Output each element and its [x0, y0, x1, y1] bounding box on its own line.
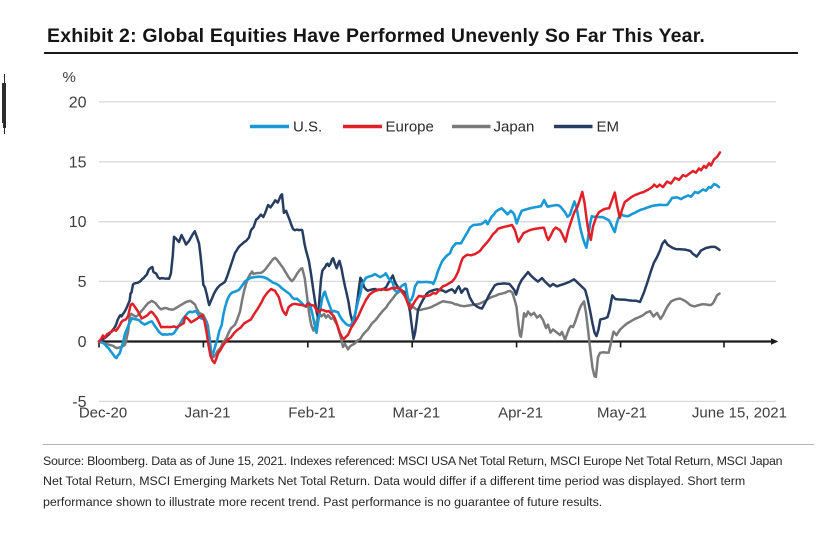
svg-text:U.S.: U.S.	[293, 119, 322, 136]
svg-text:0: 0	[78, 334, 87, 351]
svg-text:%: %	[63, 69, 76, 86]
svg-text:Jan-21: Jan-21	[185, 405, 231, 422]
svg-text:5: 5	[78, 274, 87, 291]
svg-text:-5: -5	[72, 394, 86, 411]
svg-text:EM: EM	[597, 119, 620, 136]
svg-text:June 15, 2021: June 15, 2021	[692, 405, 787, 422]
svg-text:15: 15	[69, 154, 87, 171]
svg-text:May-21: May-21	[597, 405, 647, 422]
svg-text:Mar-21: Mar-21	[393, 405, 441, 422]
svg-text:20: 20	[69, 94, 87, 111]
svg-text:Japan: Japan	[494, 119, 535, 136]
svg-text:10: 10	[69, 214, 87, 231]
svg-text:Apr-21: Apr-21	[498, 405, 543, 422]
svg-text:Europe: Europe	[386, 119, 434, 136]
svg-text:Dec-20: Dec-20	[79, 405, 127, 422]
svg-text:Feb-21: Feb-21	[288, 405, 336, 422]
